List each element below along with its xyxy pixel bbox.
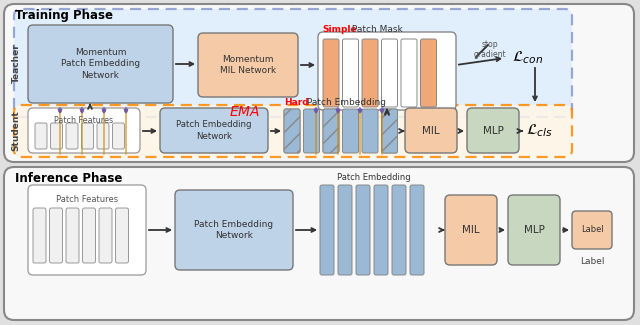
FancyBboxPatch shape xyxy=(320,185,334,275)
FancyBboxPatch shape xyxy=(81,123,93,149)
FancyBboxPatch shape xyxy=(33,208,46,263)
FancyBboxPatch shape xyxy=(284,109,300,153)
Text: MLP: MLP xyxy=(524,225,545,235)
FancyBboxPatch shape xyxy=(83,208,95,263)
FancyBboxPatch shape xyxy=(14,105,572,157)
FancyBboxPatch shape xyxy=(572,211,612,249)
FancyBboxPatch shape xyxy=(467,108,519,153)
Text: $\it{EMA}$: $\it{EMA}$ xyxy=(229,105,260,119)
FancyBboxPatch shape xyxy=(51,123,63,149)
FancyBboxPatch shape xyxy=(508,195,560,265)
Text: MLP: MLP xyxy=(483,125,504,136)
FancyBboxPatch shape xyxy=(410,185,424,275)
Text: Training Phase: Training Phase xyxy=(15,9,113,22)
Text: Patch Embedding
Network: Patch Embedding Network xyxy=(195,220,273,240)
Text: MIL: MIL xyxy=(422,125,440,136)
Text: Momentum
Patch Embedding
Network: Momentum Patch Embedding Network xyxy=(61,48,140,80)
FancyBboxPatch shape xyxy=(113,123,125,149)
FancyBboxPatch shape xyxy=(342,109,358,153)
FancyBboxPatch shape xyxy=(160,108,268,153)
FancyBboxPatch shape xyxy=(401,39,417,107)
Text: Label: Label xyxy=(580,257,604,266)
FancyBboxPatch shape xyxy=(66,123,78,149)
FancyBboxPatch shape xyxy=(405,108,457,153)
Text: $\mathcal{L}_{con}$: $\mathcal{L}_{con}$ xyxy=(512,50,543,66)
FancyBboxPatch shape xyxy=(342,39,358,107)
FancyBboxPatch shape xyxy=(362,109,378,153)
Text: $\mathcal{L}_{cls}$: $\mathcal{L}_{cls}$ xyxy=(526,123,553,139)
FancyBboxPatch shape xyxy=(381,109,397,153)
FancyBboxPatch shape xyxy=(381,39,397,107)
Text: Momentum
MIL Network: Momentum MIL Network xyxy=(220,55,276,75)
FancyBboxPatch shape xyxy=(28,25,173,103)
FancyBboxPatch shape xyxy=(28,108,140,153)
FancyBboxPatch shape xyxy=(4,4,634,162)
FancyBboxPatch shape xyxy=(115,208,129,263)
Text: Teacher: Teacher xyxy=(12,43,20,83)
FancyBboxPatch shape xyxy=(97,123,109,149)
Text: Patch Embedding: Patch Embedding xyxy=(304,98,386,107)
Text: Hard: Hard xyxy=(284,98,308,107)
FancyBboxPatch shape xyxy=(99,208,112,263)
FancyBboxPatch shape xyxy=(49,208,63,263)
FancyBboxPatch shape xyxy=(362,39,378,107)
Text: Simple: Simple xyxy=(322,25,356,34)
FancyBboxPatch shape xyxy=(392,185,406,275)
Text: Patch Embedding
Network: Patch Embedding Network xyxy=(176,121,252,140)
FancyBboxPatch shape xyxy=(381,109,397,153)
FancyBboxPatch shape xyxy=(323,39,339,107)
FancyBboxPatch shape xyxy=(338,185,352,275)
FancyBboxPatch shape xyxy=(323,109,339,153)
FancyBboxPatch shape xyxy=(28,185,146,275)
FancyBboxPatch shape xyxy=(374,185,388,275)
Text: Inference Phase: Inference Phase xyxy=(15,172,122,185)
FancyBboxPatch shape xyxy=(323,109,339,153)
FancyBboxPatch shape xyxy=(14,9,572,117)
FancyBboxPatch shape xyxy=(175,190,293,270)
Text: Patch Mask: Patch Mask xyxy=(349,25,403,34)
Text: Label: Label xyxy=(580,226,604,235)
Text: Patch Embedding: Patch Embedding xyxy=(337,173,411,182)
Text: stop
gradient: stop gradient xyxy=(474,40,506,59)
FancyBboxPatch shape xyxy=(356,185,370,275)
FancyBboxPatch shape xyxy=(35,123,47,149)
Text: Student: Student xyxy=(12,111,20,151)
FancyBboxPatch shape xyxy=(303,109,319,153)
FancyBboxPatch shape xyxy=(318,32,456,110)
FancyBboxPatch shape xyxy=(4,167,634,320)
FancyBboxPatch shape xyxy=(445,195,497,265)
FancyBboxPatch shape xyxy=(284,109,300,153)
FancyBboxPatch shape xyxy=(66,208,79,263)
Text: MIL: MIL xyxy=(462,225,480,235)
FancyBboxPatch shape xyxy=(420,39,436,107)
Text: Patch Features: Patch Features xyxy=(56,195,118,204)
Text: Patch Features: Patch Features xyxy=(54,116,113,125)
FancyBboxPatch shape xyxy=(198,33,298,97)
